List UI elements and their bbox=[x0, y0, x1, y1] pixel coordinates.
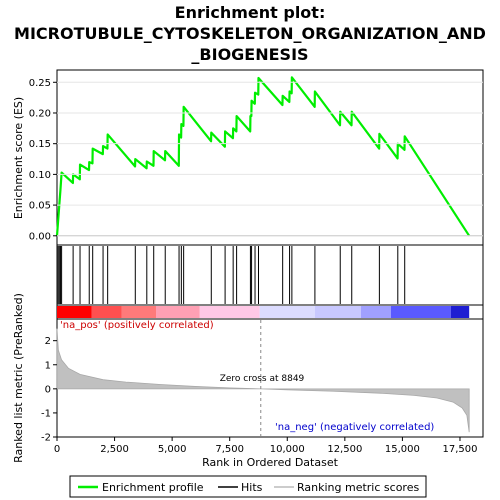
heatmap-segment bbox=[91, 306, 122, 318]
es-series bbox=[55, 76, 471, 237]
hits-series bbox=[57, 246, 406, 304]
enrichment-profile-line bbox=[55, 76, 471, 237]
neg-correlated-label: 'na_neg' (negatively correlated) bbox=[275, 422, 434, 433]
metric-y-tick-label: 1 bbox=[45, 360, 51, 371]
metric-y-tick-label: -1 bbox=[41, 408, 51, 419]
heatmap-segment bbox=[121, 306, 157, 318]
heatmap-segment bbox=[390, 306, 451, 318]
es-y-tick-label: 0.25 bbox=[29, 78, 51, 89]
es-y-tick-label: 0.10 bbox=[29, 170, 51, 181]
axes: 0.00 0.05 0.10 0.15 0.20 0.25 -2 -1 0 1 2 0 2,500 5,0… bbox=[29, 78, 483, 455]
heatmap-segment bbox=[450, 306, 470, 318]
pos-correlated-label: 'na_pos' (positively correlated) bbox=[60, 320, 214, 331]
heatmap-segment bbox=[259, 306, 315, 318]
legend-hits-label: Hits bbox=[241, 481, 263, 494]
x-tick-label: 17,500 bbox=[442, 444, 477, 455]
legend-metric-label: Ranking metric scores bbox=[297, 481, 419, 494]
chart-title-line-2: MICROTUBULE_CYTOSKELETON_ORGANIZATION_AN… bbox=[14, 24, 486, 43]
x-tick-label: 15,000 bbox=[385, 444, 420, 455]
heatmap-segment bbox=[156, 306, 200, 318]
es-y-tick-label: 0.15 bbox=[29, 139, 51, 150]
x-tick-label: 2,500 bbox=[100, 444, 129, 455]
heatmap-segment bbox=[199, 306, 260, 318]
legend-box bbox=[69, 475, 427, 498]
es-y-tick-label: 0.00 bbox=[29, 231, 51, 242]
x-tick-label: 5,000 bbox=[158, 444, 187, 455]
metric-series bbox=[56, 320, 470, 436]
legend-enrichment-label: Enrichment profile bbox=[102, 481, 204, 494]
heatmap-segment bbox=[314, 306, 361, 318]
es-y-tick-label: 0.20 bbox=[29, 108, 51, 119]
metric-y-tick-label: 0 bbox=[45, 384, 51, 395]
zero-cross-label: Zero cross at 8849 bbox=[220, 374, 305, 384]
x-tick-label: 7,500 bbox=[215, 444, 244, 455]
metric-y-tick-label: -2 bbox=[41, 433, 51, 444]
chart-title-line-1: Enrichment plot: bbox=[175, 3, 326, 22]
x-tick-label: 0 bbox=[54, 444, 60, 455]
es-y-tick-label: 0.05 bbox=[29, 201, 51, 212]
metric-y-tick-label: 2 bbox=[45, 336, 51, 347]
x-axis-label: Rank in Ordered Dataset bbox=[202, 456, 339, 469]
y-axis-label-bottom: Ranked list metric (PreRanked) bbox=[12, 293, 25, 463]
hits-panel-frame bbox=[56, 244, 484, 306]
heatmap-segment bbox=[360, 306, 391, 318]
heatmap-segment bbox=[57, 306, 92, 318]
heatmap-bar bbox=[57, 306, 470, 318]
x-tick-label: 12,500 bbox=[327, 444, 362, 455]
y-axis-label-top: Enrichment score (ES) bbox=[12, 97, 25, 219]
x-tick-label: 10,000 bbox=[270, 444, 305, 455]
chart-title-line-3: _BIOGENESIS bbox=[191, 45, 308, 64]
